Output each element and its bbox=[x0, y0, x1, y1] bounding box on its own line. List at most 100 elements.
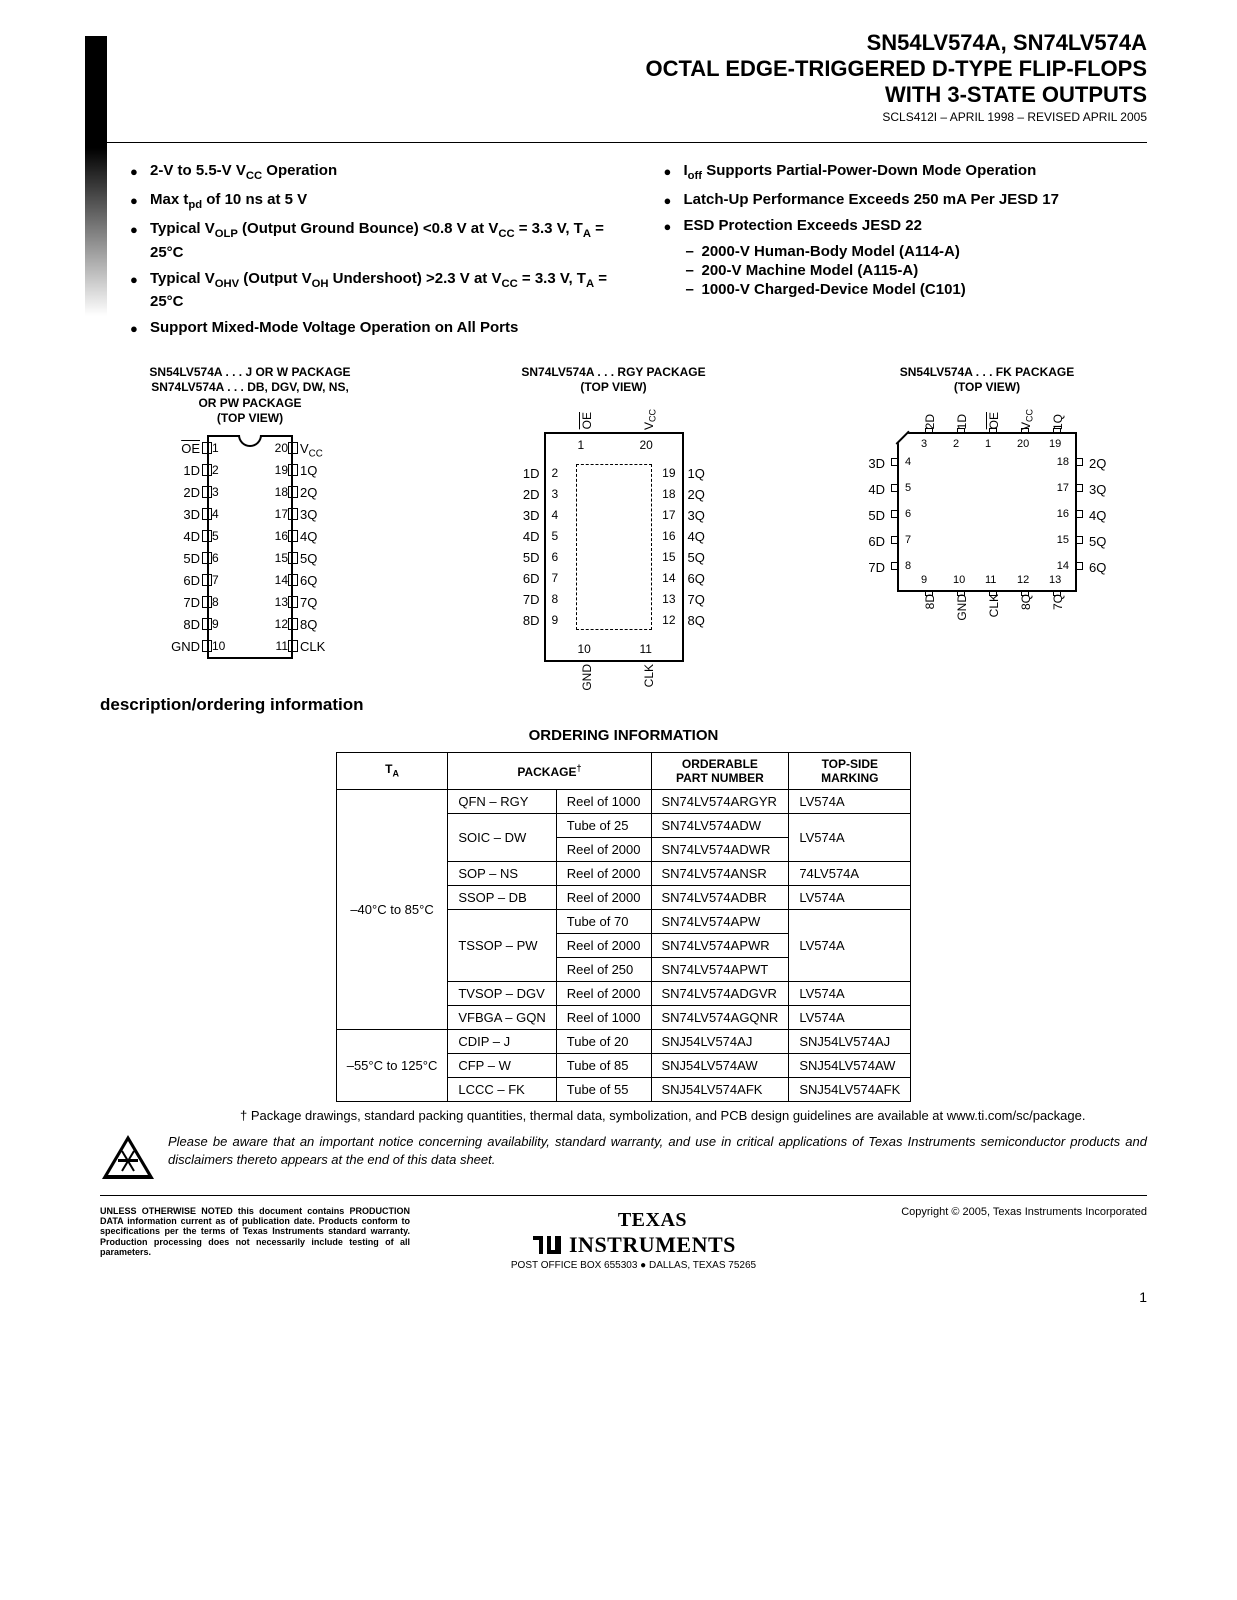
pin-number: 13 bbox=[1049, 574, 1061, 586]
pin-label: 1Q bbox=[688, 466, 705, 481]
dip-title: SN54LV574A . . . J OR W PACKAGESN74LV574… bbox=[100, 365, 400, 427]
pin-number: 16 bbox=[662, 529, 675, 543]
pin-label: 8D bbox=[523, 613, 540, 628]
cell-mark: LV574A bbox=[789, 909, 911, 981]
pin-number: 16 bbox=[1057, 508, 1069, 520]
pin-label: 8Q bbox=[688, 613, 705, 628]
cell-pn: SN74LV574APWR bbox=[651, 933, 789, 957]
copyright: Copyright © 2005, Texas Instruments Inco… bbox=[857, 1206, 1147, 1218]
cell-pn: SN74LV574ANSR bbox=[651, 861, 789, 885]
feature-item: Typical VOHV (Output VOH Undershoot) >2.… bbox=[130, 269, 614, 312]
cell-ship: Reel of 250 bbox=[556, 957, 651, 981]
pin-label: 4D bbox=[868, 482, 885, 497]
feature-item: Latch-Up Performance Exceeds 250 mA Per … bbox=[664, 190, 1148, 210]
ti-address: POST OFFICE BOX 655303 ● DALLAS, TEXAS 7… bbox=[511, 1260, 756, 1271]
pin-number: 8 bbox=[212, 595, 219, 609]
pin: 3D4 bbox=[212, 507, 219, 521]
cell-mark: 74LV574A bbox=[789, 861, 911, 885]
pin-number: 18 bbox=[275, 485, 288, 499]
table-row: –55°C to 125°CCDIP – JTube of 20SNJ54LV5… bbox=[336, 1029, 911, 1053]
pin-number: 13 bbox=[662, 592, 675, 606]
pin-number: 2 bbox=[552, 466, 559, 480]
pin-label: OE bbox=[181, 441, 200, 456]
pin-label: 7D bbox=[523, 592, 540, 607]
pin-label: 4Q bbox=[300, 529, 317, 544]
fk-title: SN54LV574A . . . FK PACKAGE(TOP VIEW) bbox=[827, 365, 1147, 396]
pin-number: 4 bbox=[552, 508, 559, 522]
cell-pkg: SOP – NS bbox=[448, 861, 556, 885]
cell-ta: –40°C to 85°C bbox=[336, 789, 448, 1029]
pin-number: 1 bbox=[212, 441, 219, 455]
cell-pn: SN74LV574APWT bbox=[651, 957, 789, 981]
pin-label: VCC bbox=[1019, 409, 1034, 430]
table-body: –40°C to 85°CQFN – RGYReel of 1000SN74LV… bbox=[336, 789, 911, 1101]
pin-number: 19 bbox=[275, 463, 288, 477]
qfn-body: OE1VCC2021D191Q32D182Q43D173Q54D164Q65D1… bbox=[544, 432, 684, 662]
pin-label: 5D bbox=[523, 550, 540, 565]
pin-label: OE bbox=[580, 412, 594, 429]
pin-label: 6D bbox=[523, 571, 540, 586]
ti-company-name: TEXASINSTRUMENTS bbox=[569, 1232, 736, 1257]
cell-mark: SNJ54LV574AFK bbox=[789, 1077, 911, 1101]
pin: 7D8 bbox=[212, 595, 219, 609]
notice-row: Please be aware that an important notice… bbox=[100, 1133, 1147, 1181]
fk-body: 2D31D2OE1VCC201Q1943D182Q54D173Q65D164Q7… bbox=[897, 432, 1077, 592]
pin-number: 11 bbox=[276, 639, 288, 653]
features-right: Ioff Supports Partial-Power-Down Mode Op… bbox=[664, 161, 1148, 345]
pin-number: 17 bbox=[1057, 482, 1069, 494]
pin-number: 14 bbox=[662, 571, 675, 585]
title-line1: SN54LV574A, SN74LV574A bbox=[100, 30, 1147, 56]
warning-triangle-icon bbox=[100, 1133, 156, 1181]
pin-number: 14 bbox=[275, 573, 288, 587]
pin-label: 6Q bbox=[688, 571, 705, 586]
pin: 5D6 bbox=[212, 551, 219, 565]
cell-pn: SN74LV574ARGYR bbox=[651, 789, 789, 813]
pin-label: VCC bbox=[642, 409, 657, 430]
disclaimer-text: UNLESS OTHERWISE NOTED this document con… bbox=[100, 1206, 410, 1258]
pin-label: 6Q bbox=[1089, 560, 1106, 575]
pin-number: 10 bbox=[212, 639, 225, 653]
pin-label: 5Q bbox=[300, 551, 317, 566]
qfn-inner-dash bbox=[576, 464, 652, 630]
cell-ship: Tube of 20 bbox=[556, 1029, 651, 1053]
pin-number: 5 bbox=[905, 482, 911, 494]
pin-number: 6 bbox=[552, 550, 559, 564]
cell-ship: Reel of 1000 bbox=[556, 789, 651, 813]
package-diagrams: SN54LV574A . . . J OR W PACKAGESN74LV574… bbox=[100, 365, 1147, 665]
pin-number: 17 bbox=[662, 508, 675, 522]
pin-label: 7Q bbox=[688, 592, 705, 607]
pin-number: 7 bbox=[212, 573, 219, 587]
ti-logo-block: TEXASINSTRUMENTS POST OFFICE BOX 655303 … bbox=[511, 1206, 756, 1271]
pin-number: 14 bbox=[1057, 560, 1069, 572]
cell-pn: SNJ54LV574AFK bbox=[651, 1077, 789, 1101]
pin-number: 12 bbox=[1017, 574, 1029, 586]
feature-subitem: 200-V Machine Model (A115-A) bbox=[664, 262, 1148, 279]
title-line3: WITH 3-STATE OUTPUTS bbox=[100, 82, 1147, 108]
pin-number: 16 bbox=[275, 529, 288, 543]
pin: 137Q bbox=[275, 595, 288, 609]
cell-mark: LV574A bbox=[789, 885, 911, 909]
pin-label: 3D bbox=[523, 508, 540, 523]
pin-label: 4Q bbox=[1089, 508, 1106, 523]
pin-number: 20 bbox=[640, 438, 653, 452]
table-title: ORDERING INFORMATION bbox=[100, 727, 1147, 744]
pin: OE1 bbox=[212, 441, 219, 455]
pin-number: 9 bbox=[212, 617, 219, 631]
pin-number: 9 bbox=[552, 613, 559, 627]
cell-ship: Tube of 55 bbox=[556, 1077, 651, 1101]
pin-label: 5D bbox=[183, 551, 200, 566]
pin-label: 3D bbox=[183, 507, 200, 522]
pin-label: 5D bbox=[868, 508, 885, 523]
th-marking: TOP-SIDEMARKING bbox=[789, 752, 911, 789]
pin-number: 4 bbox=[212, 507, 219, 521]
features-block: 2-V to 5.5-V VCC OperationMax tpd of 10 … bbox=[130, 161, 1147, 345]
pin: 191Q bbox=[275, 463, 288, 477]
pin-label: 1D bbox=[183, 463, 200, 478]
pin-number: 1 bbox=[985, 438, 991, 450]
pin-label: 2Q bbox=[300, 485, 317, 500]
cell-mark: SNJ54LV574AJ bbox=[789, 1029, 911, 1053]
qfn-package: SN74LV574A . . . RGY PACKAGE(TOP VIEW) O… bbox=[444, 365, 784, 665]
pin-number: 3 bbox=[921, 438, 927, 450]
cell-ship: Reel of 2000 bbox=[556, 981, 651, 1005]
pin: GND10 bbox=[212, 639, 225, 653]
